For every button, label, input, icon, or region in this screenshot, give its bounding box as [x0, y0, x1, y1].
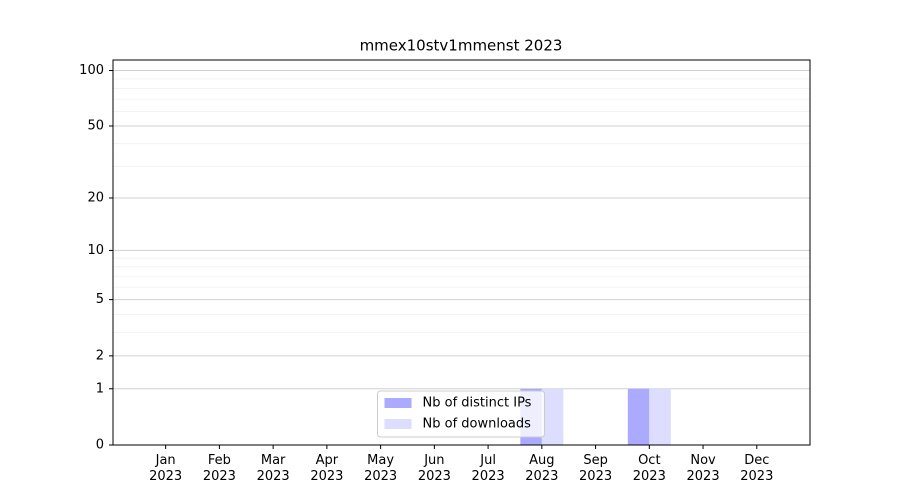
legend-label: Nb of distinct IPs [423, 396, 532, 411]
y-tick-label: 5 [96, 292, 104, 307]
x-tick-label: Oct 2023 [632, 453, 666, 484]
x-tick-label: Jul 2023 [471, 453, 505, 484]
y-tick-label: 10 [87, 243, 104, 258]
legend: Nb of distinct IPs Nb of downloads [377, 390, 545, 438]
x-tick-label: Sep 2023 [579, 453, 613, 484]
y-tick-label: 0 [96, 438, 104, 453]
y-tick-label: 2 [96, 348, 104, 363]
x-tick-label: Feb 2023 [202, 453, 236, 484]
x-tick-label: Mar 2023 [256, 453, 290, 484]
x-tick-label: May 2023 [364, 453, 398, 484]
y-tick-label: 50 [87, 118, 104, 133]
x-tick-label: Jun 2023 [417, 453, 451, 484]
chart-title: mmex10stv1mmenst 2023 [360, 37, 563, 55]
bar [541, 388, 564, 445]
y-tick-label: 1 [96, 381, 104, 396]
x-tick-label: Nov 2023 [686, 453, 720, 484]
y-tick-label: 100 [79, 63, 104, 78]
legend-label: Nb of downloads [423, 417, 532, 432]
bar [649, 388, 671, 445]
legend-swatch [384, 398, 412, 408]
x-tick-label: Apr 2023 [310, 453, 344, 484]
x-tick-label: Dec 2023 [740, 453, 774, 484]
plot-frame [112, 59, 811, 446]
legend-swatch [384, 419, 412, 429]
x-tick-label: Jan 2023 [149, 453, 183, 484]
legend-frame [377, 390, 545, 438]
bar [627, 388, 650, 445]
y-tick-label: 20 [87, 190, 104, 205]
x-tick-label: Aug 2023 [525, 453, 559, 484]
